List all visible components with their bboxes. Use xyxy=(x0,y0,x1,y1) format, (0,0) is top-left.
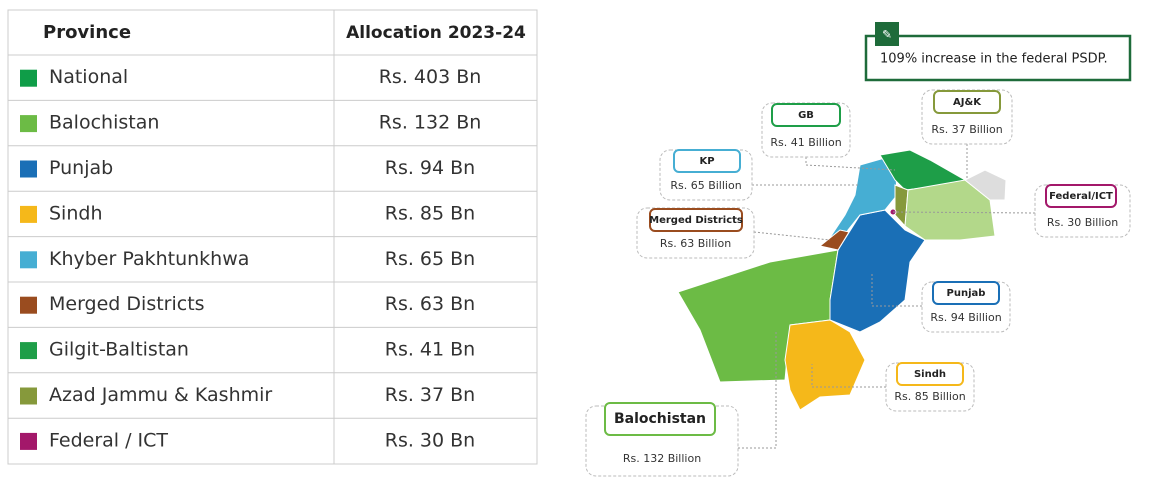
row-swatch xyxy=(20,251,37,269)
label-name: GB xyxy=(798,110,814,121)
label-name: Sindh xyxy=(914,369,946,380)
row-swatch xyxy=(20,296,37,314)
label-pill xyxy=(649,208,743,232)
row-swatch xyxy=(20,205,37,223)
leader-line xyxy=(753,231,831,241)
allocation: Rs. 41 Bn xyxy=(385,339,475,361)
region-sindh xyxy=(784,319,866,411)
label-value: Rs. 63 Billion xyxy=(660,237,731,250)
province-name: Sindh xyxy=(49,202,102,224)
leader-line xyxy=(738,330,777,449)
leader-line xyxy=(805,157,896,171)
label-value: Rs. 132 Billion xyxy=(623,452,701,465)
province-name: Punjab xyxy=(49,157,113,179)
label-name: AJ&K xyxy=(953,97,982,108)
row-swatch xyxy=(20,387,37,405)
label-name: KP xyxy=(699,156,714,167)
region-disputed xyxy=(964,169,1007,201)
allocation: Rs. 30 Bn xyxy=(385,429,475,451)
allocation: Rs. 94 Bn xyxy=(385,157,475,179)
row-swatch xyxy=(20,342,37,360)
callout-box xyxy=(864,34,1132,82)
map xyxy=(677,149,1007,411)
province-name: Federal / ICT xyxy=(49,429,168,451)
province-name: Khyber Pakhtunkhwa xyxy=(49,248,249,270)
header-cell: Allocation 2023-24 xyxy=(346,23,526,43)
leader-line xyxy=(811,364,886,388)
callout-text: 109% increase in the federal PSDP. xyxy=(880,52,1108,67)
header-cell: Province xyxy=(43,22,131,43)
label-pill xyxy=(896,362,964,386)
allocation: Rs. 85 Bn xyxy=(385,202,475,224)
province-name: Azad Jammu & Kashmir xyxy=(49,384,272,406)
label-name: Federal/ICT xyxy=(1049,191,1113,202)
row-swatch xyxy=(20,432,37,450)
allocation: Rs. 65 Bn xyxy=(385,248,475,270)
label-name: Merged Districts xyxy=(649,215,743,226)
label-pill xyxy=(604,402,716,436)
province-name: Merged Districts xyxy=(49,293,205,315)
allocation: Rs. 403 Bn xyxy=(379,66,482,88)
province-name: Balochistan xyxy=(49,112,159,134)
label-name: Punjab xyxy=(947,288,986,299)
label-pill xyxy=(771,103,841,127)
label-value: Rs. 94 Billion xyxy=(930,311,1001,324)
label-value: Rs. 30 Billion xyxy=(1047,216,1118,229)
label-pill xyxy=(932,281,1000,305)
label-name: Balochistan xyxy=(614,411,706,427)
label-value: Rs. 85 Billion xyxy=(894,390,965,403)
label-pill xyxy=(933,90,1001,114)
province-name: National xyxy=(49,66,128,88)
row-swatch xyxy=(20,160,37,178)
callout-icon-glyph: ✎ xyxy=(882,28,892,42)
label-value: Rs. 65 Billion xyxy=(670,179,741,192)
label-value: Rs. 37 Billion xyxy=(931,123,1002,136)
leader-line xyxy=(871,272,922,307)
allocation: Rs. 63 Bn xyxy=(385,293,475,315)
label-pill xyxy=(673,149,741,173)
federal-marker xyxy=(889,208,897,216)
province-name: Gilgit-Baltistan xyxy=(49,339,189,361)
region-merged-districts xyxy=(818,229,850,251)
row-swatch xyxy=(20,115,37,133)
label-pill xyxy=(1045,184,1117,208)
callout-icon xyxy=(875,22,899,46)
label-value: Rs. 41 Billion xyxy=(770,136,841,149)
allocation: Rs. 132 Bn xyxy=(379,112,482,134)
row-swatch xyxy=(20,69,37,87)
allocation: Rs. 37 Bn xyxy=(385,384,475,406)
